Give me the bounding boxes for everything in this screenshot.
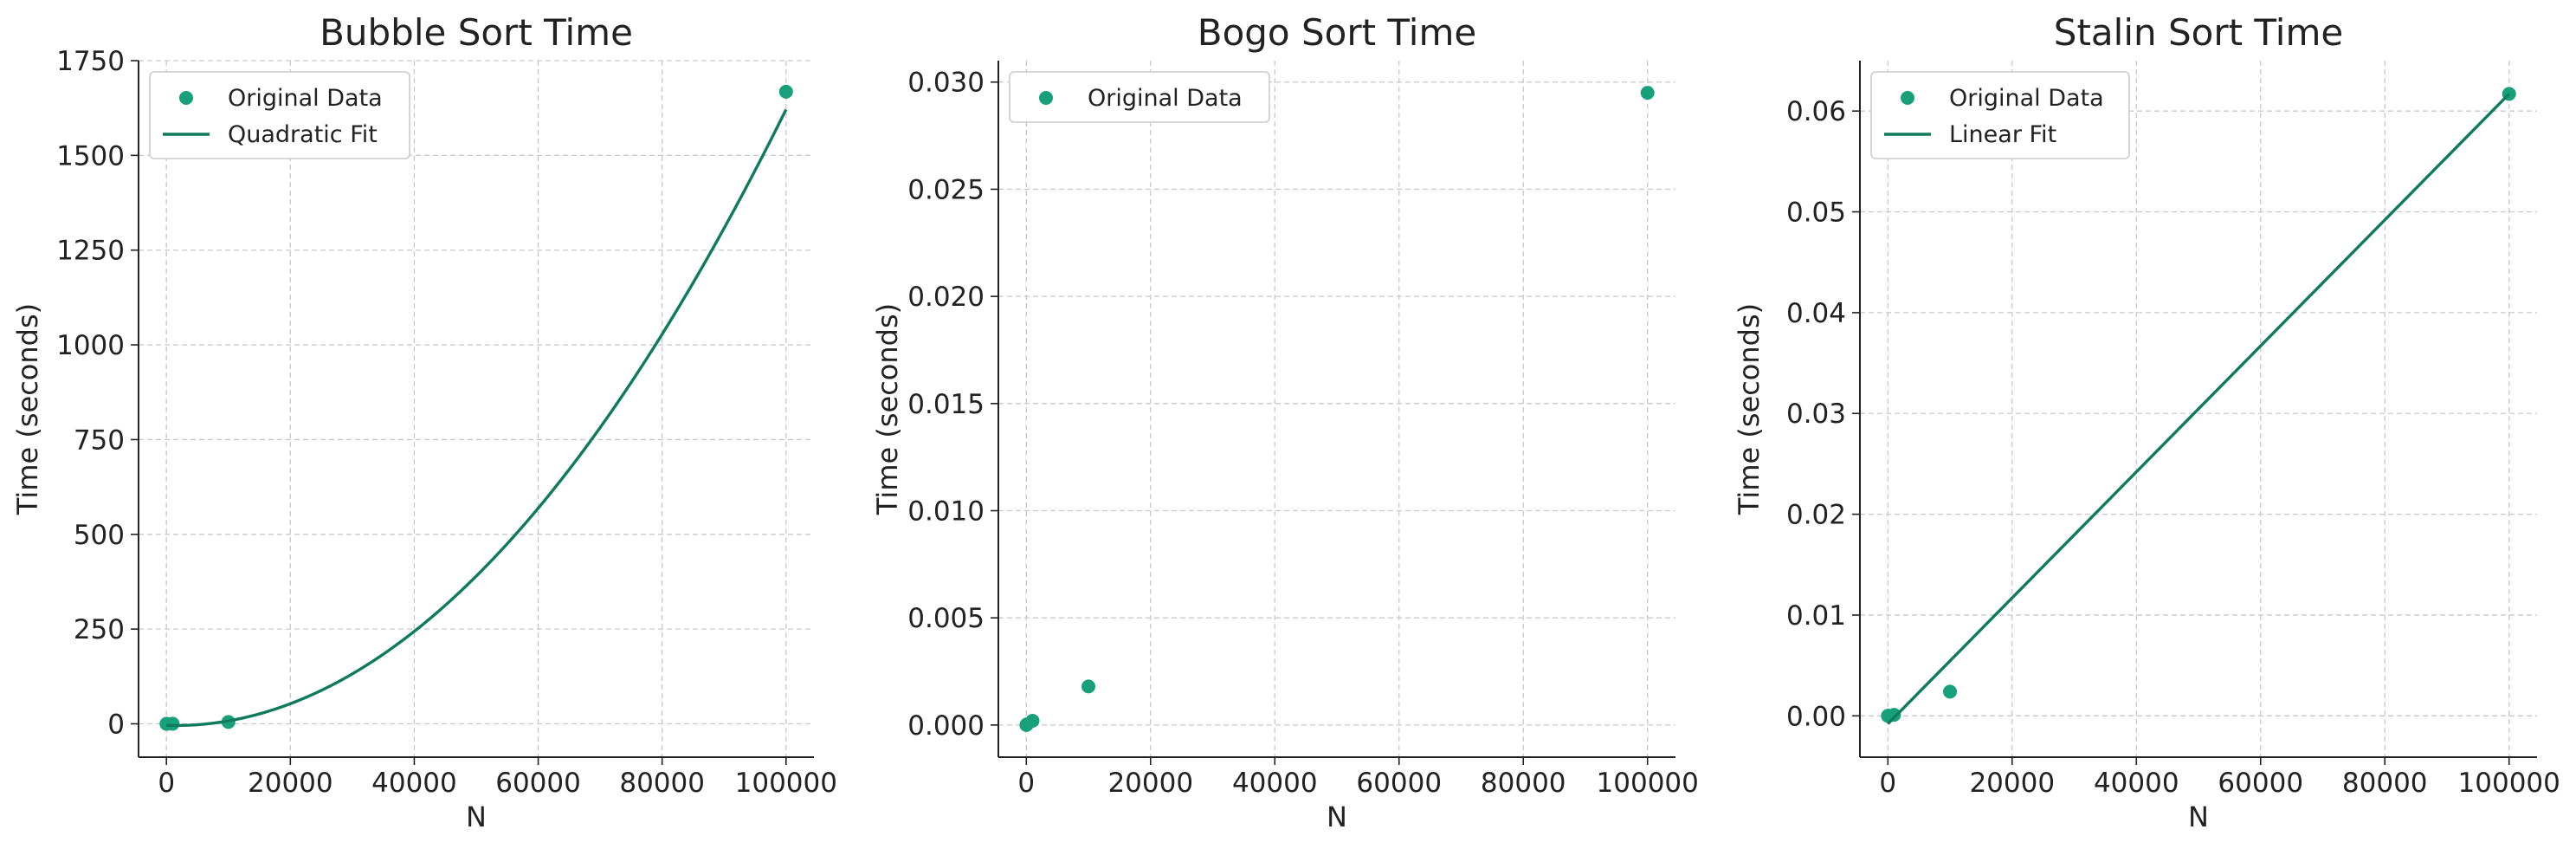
- y-tick-label: 0: [107, 710, 125, 741]
- y-axis-label: Time (seconds): [1733, 303, 1766, 515]
- linear-fit-line: [1887, 93, 2510, 725]
- y-tick-label: 0.06: [1786, 96, 1846, 127]
- y-tick-label: 0.03: [1786, 399, 1846, 430]
- data-point: [778, 84, 793, 99]
- x-tick-label: 60000: [495, 768, 581, 799]
- y-tick-label: 0.005: [907, 603, 985, 634]
- legend-box: [1870, 71, 2130, 159]
- y-tick-label: 500: [74, 520, 125, 551]
- legend: Original Data: [1009, 71, 1270, 123]
- data-point: [1081, 679, 1096, 694]
- plot-area: [159, 84, 793, 731]
- legend-box: [149, 71, 410, 159]
- chart-title: Bogo Sort Time: [1198, 11, 1476, 54]
- legend-box: [1009, 71, 1270, 123]
- data-point: [1943, 684, 1958, 699]
- x-tick-label: 20000: [248, 768, 333, 799]
- y-tick-label: 250: [74, 614, 125, 645]
- x-axis-label: N: [466, 800, 487, 833]
- x-tick-label: 0: [1017, 768, 1035, 799]
- y-tick-label: 0.000: [907, 710, 985, 742]
- chart-title: Bubble Sort Time: [320, 11, 633, 54]
- y-tick-label: 0.00: [1786, 701, 1846, 732]
- y-tick-label: 1500: [56, 140, 125, 172]
- legend-label: Original Data: [228, 85, 383, 112]
- legend: Original Data Quadratic Fit: [149, 71, 410, 159]
- y-tick-label: 0.04: [1786, 298, 1846, 329]
- data-point: [1640, 86, 1655, 100]
- plot-area: [1019, 86, 1655, 732]
- x-axis-label: N: [2188, 800, 2209, 833]
- y-tick-label: 1000: [56, 330, 125, 361]
- data-point: [1025, 713, 1040, 728]
- x-tick-label: 60000: [1356, 768, 1442, 799]
- y-tick-label: 0.02: [1786, 500, 1846, 531]
- x-tick-label: 40000: [1232, 768, 1318, 799]
- legend-marker: [1039, 91, 1053, 105]
- legend-label: Original Data: [1949, 85, 2104, 112]
- legend-label: Linear Fit: [1949, 121, 2056, 148]
- y-tick-label: 0.015: [907, 389, 985, 420]
- legend-label: Quadratic Fit: [228, 121, 378, 148]
- chart-panel-1: 0 20000 40000 60000 80000 100000 0 250 500 750 100…: [11, 11, 837, 833]
- x-tick-label: 100000: [2458, 768, 2560, 799]
- x-tick-label: 80000: [1481, 768, 1566, 799]
- y-tick-label: 0.030: [907, 68, 985, 99]
- chart-panel-2: 0 20000 40000 60000 80000 100000 0.000 0.005 0.0…: [871, 11, 1699, 833]
- y-axis-label: Time (seconds): [11, 303, 44, 515]
- quadratic-fit-line: [166, 108, 788, 728]
- legend-label: Original Data: [1088, 85, 1243, 112]
- x-tick-label: 40000: [2094, 768, 2179, 799]
- legend: Original Data Linear Fit: [1870, 71, 2130, 159]
- y-tick-label: 750: [74, 424, 125, 456]
- plot-area: [1881, 87, 2516, 725]
- y-tick-label: 1250: [56, 236, 125, 267]
- y-tick-label: 0.010: [907, 496, 985, 528]
- x-tick-label: 40000: [371, 768, 457, 799]
- y-tick-label: 1750: [56, 46, 125, 77]
- x-tick-label: 80000: [619, 768, 705, 799]
- x-tick-label: 60000: [2218, 768, 2303, 799]
- x-axis-label: N: [1327, 800, 1347, 833]
- data-point: [1887, 708, 1901, 723]
- x-tick-label: 100000: [735, 768, 837, 799]
- x-tick-label: 80000: [2342, 768, 2428, 799]
- y-tick-label: 0.025: [907, 174, 985, 205]
- y-tick-label: 0.020: [907, 282, 985, 313]
- x-tick-label: 0: [158, 768, 175, 799]
- chart-panel-3: 0 20000 40000 60000 80000 100000 0.00 0.01 0.02 0…: [1733, 11, 2560, 833]
- legend-marker: [1901, 91, 1914, 105]
- x-tick-label: 100000: [1597, 768, 1699, 799]
- data-point: [165, 716, 180, 731]
- x-tick-label: 20000: [1107, 768, 1193, 799]
- legend-marker: [179, 91, 193, 105]
- y-tick-label: 0.01: [1786, 600, 1846, 632]
- x-tick-label: 0: [1879, 768, 1896, 799]
- x-tick-label: 20000: [1969, 768, 2055, 799]
- y-tick-label: 0.05: [1786, 198, 1846, 229]
- y-axis-label: Time (seconds): [871, 303, 904, 515]
- chart-title: Stalin Sort Time: [2054, 11, 2343, 54]
